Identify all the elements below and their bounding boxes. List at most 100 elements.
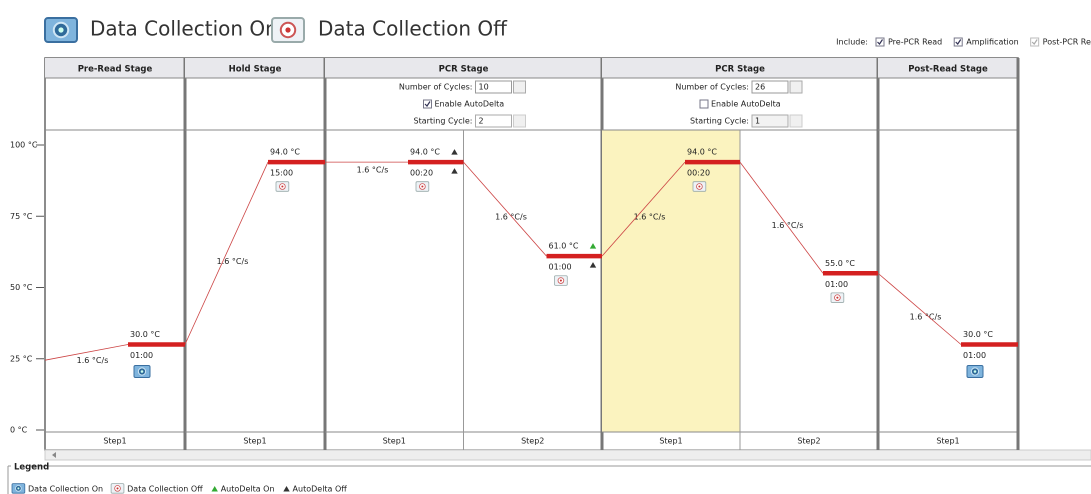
icon-collect-off <box>275 181 290 192</box>
ramp-label: 1.6 °C/s <box>910 312 942 321</box>
include-checkbox <box>1030 37 1040 47</box>
icon-dot <box>17 487 20 490</box>
start-label: Starting Cycle: <box>690 117 749 126</box>
step-temp: 94.0 °C <box>687 148 717 157</box>
y-tick-label: 75 °C <box>10 212 33 221</box>
legend-item: Data Collection On <box>28 485 103 494</box>
step-label: Step1 <box>936 437 959 446</box>
legend-item: Data Collection Off <box>127 485 203 494</box>
ramp-line <box>739 161 824 274</box>
scrollbar[interactable] <box>44 449 1091 461</box>
icon-collect-on <box>11 483 26 494</box>
step-label: Step2 <box>521 437 544 446</box>
step-time: 15:00 <box>270 169 293 178</box>
ramp-label: 1.6 °C/s <box>357 166 389 175</box>
step-temp: 61.0 °C <box>549 242 579 251</box>
y-tick-label: 100 °C <box>10 141 38 150</box>
icon-dot <box>973 370 977 373</box>
spinner[interactable] <box>513 80 526 94</box>
cycles-value: 26 <box>755 83 765 92</box>
cycles-input[interactable] <box>475 80 512 94</box>
ramp-line <box>184 161 269 345</box>
step-temp: 94.0 °C <box>270 148 300 157</box>
step-label: Step2 <box>797 437 820 446</box>
include-option: Amplification <box>966 38 1018 47</box>
ramp-line <box>877 272 962 345</box>
icon-dot <box>836 296 839 299</box>
y-tick-label: 25 °C <box>10 354 33 363</box>
start-input <box>751 114 789 128</box>
y-tick-label: 50 °C <box>10 283 33 292</box>
ramp-label: 1.6 °C/s <box>495 213 527 222</box>
ramp-label: 1.6 °C/s <box>77 356 109 365</box>
include-checkbox[interactable] <box>875 37 885 47</box>
cycles-value: 10 <box>479 83 489 92</box>
legend-marker <box>283 486 290 492</box>
step-time: 01:00 <box>130 351 153 360</box>
step-time: 01:00 <box>825 280 848 289</box>
include-checkbox-mark <box>1031 39 1038 45</box>
step-label: Step1 <box>659 437 682 446</box>
step-time: 00:20 <box>687 169 710 178</box>
y-tick-label: 0 °C <box>10 426 28 435</box>
icon-dot <box>140 370 144 373</box>
ramp-line <box>463 161 547 257</box>
step-temp: 55.0 °C <box>825 259 855 268</box>
include-option: Post-PCR Read <box>1043 38 1091 47</box>
include-checkbox-mark <box>877 39 883 45</box>
icon-dot <box>285 27 291 33</box>
autodelta-checkbox[interactable] <box>423 99 432 109</box>
icon-collect-off <box>271 17 305 43</box>
icon-dot <box>116 487 119 490</box>
step-temp: 94.0 °C <box>410 148 440 157</box>
step-label: Step1 <box>243 437 266 446</box>
icon-collect-off <box>110 483 125 494</box>
icon-collect-off <box>415 181 430 192</box>
ramp-line <box>601 161 686 257</box>
start-value: 2 <box>479 117 484 126</box>
header-on: Data Collection On <box>90 17 278 41</box>
step-time: 00:20 <box>410 169 433 178</box>
start-input[interactable] <box>475 114 512 128</box>
step-label: Step1 <box>383 437 406 446</box>
stage-header <box>185 58 325 78</box>
autodelta-label: Enable AutoDelta <box>711 100 781 109</box>
ramp-label: 1.6 °C/s <box>217 257 249 266</box>
legend-bracket <box>7 465 11 494</box>
step-label: Step1 <box>103 437 126 446</box>
legend-title: Legend <box>14 463 49 473</box>
include-checkbox[interactable] <box>953 37 963 47</box>
cycles-label: Number of Cycles: <box>675 83 749 92</box>
autodelta-marker <box>589 243 597 249</box>
stage-name: Pre-Read Stage <box>78 65 153 75</box>
icon-dot <box>281 185 284 188</box>
table-frame <box>44 57 1019 451</box>
stage-name: Hold Stage <box>229 65 282 75</box>
icon-dot <box>559 279 562 282</box>
stage-header <box>45 58 185 78</box>
stage-name: PCR Stage <box>439 65 489 75</box>
icon-dot <box>421 185 424 188</box>
autodelta-marker <box>451 149 458 155</box>
icon-collect-off <box>554 275 568 286</box>
cycles-input[interactable] <box>751 80 789 94</box>
autodelta-checkbox[interactable] <box>699 99 709 109</box>
step-time: 01:00 <box>549 263 572 272</box>
stage-header <box>878 58 1018 78</box>
stage-name: Post-Read Stage <box>908 65 988 75</box>
spinner[interactable] <box>789 80 803 94</box>
icon-collect-on <box>44 17 78 43</box>
include-option: Pre-PCR Read <box>888 38 942 47</box>
autodelta-marker <box>451 168 458 174</box>
autodelta-label: Enable AutoDelta <box>435 100 505 109</box>
icon-collect-on <box>966 365 984 378</box>
icon-dot <box>698 185 701 188</box>
spinner <box>513 114 526 128</box>
stage-name: PCR Stage <box>715 65 765 75</box>
include-label: Include: <box>836 38 868 47</box>
legend-item: AutoDelta Off <box>293 485 348 494</box>
stage-header <box>325 58 602 78</box>
scroll-arrow <box>52 452 56 458</box>
